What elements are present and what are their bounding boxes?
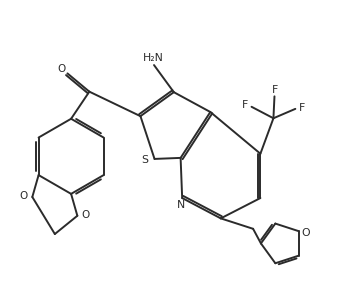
Text: F: F xyxy=(299,103,305,113)
Text: F: F xyxy=(272,85,278,94)
Text: F: F xyxy=(242,100,248,110)
Text: O: O xyxy=(82,210,90,220)
Text: N: N xyxy=(177,200,185,210)
Text: H₂N: H₂N xyxy=(142,53,163,63)
Text: O: O xyxy=(57,64,65,74)
Text: O: O xyxy=(302,228,310,238)
Text: O: O xyxy=(20,191,28,201)
Text: S: S xyxy=(142,156,149,165)
